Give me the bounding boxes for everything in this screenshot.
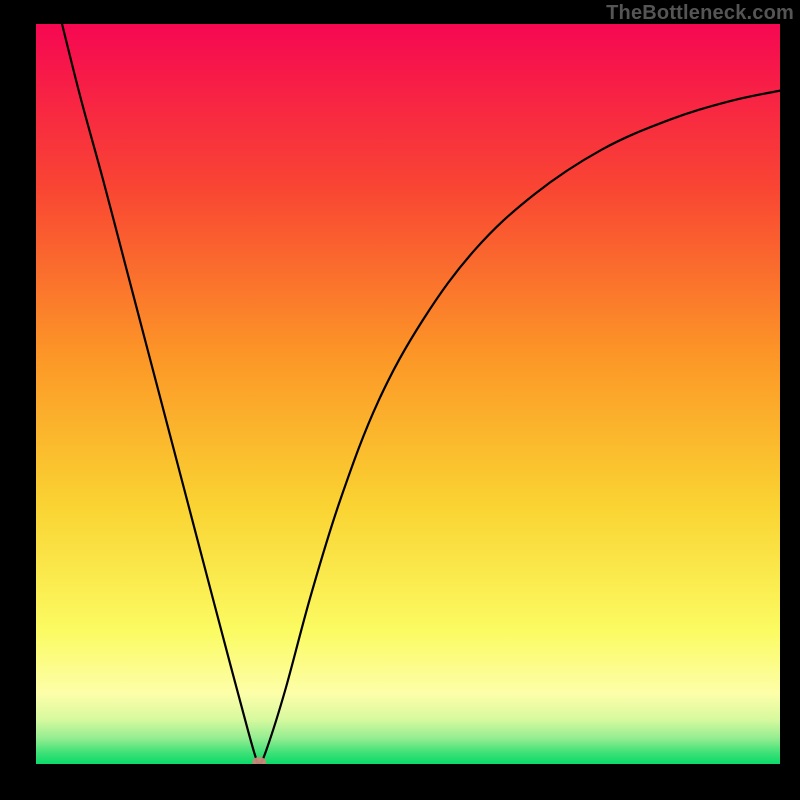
chart-frame: TheBottleneck.com <box>0 0 800 800</box>
plot-area <box>36 24 780 764</box>
gradient-background <box>36 24 780 764</box>
watermark-text: TheBottleneck.com <box>606 2 794 25</box>
